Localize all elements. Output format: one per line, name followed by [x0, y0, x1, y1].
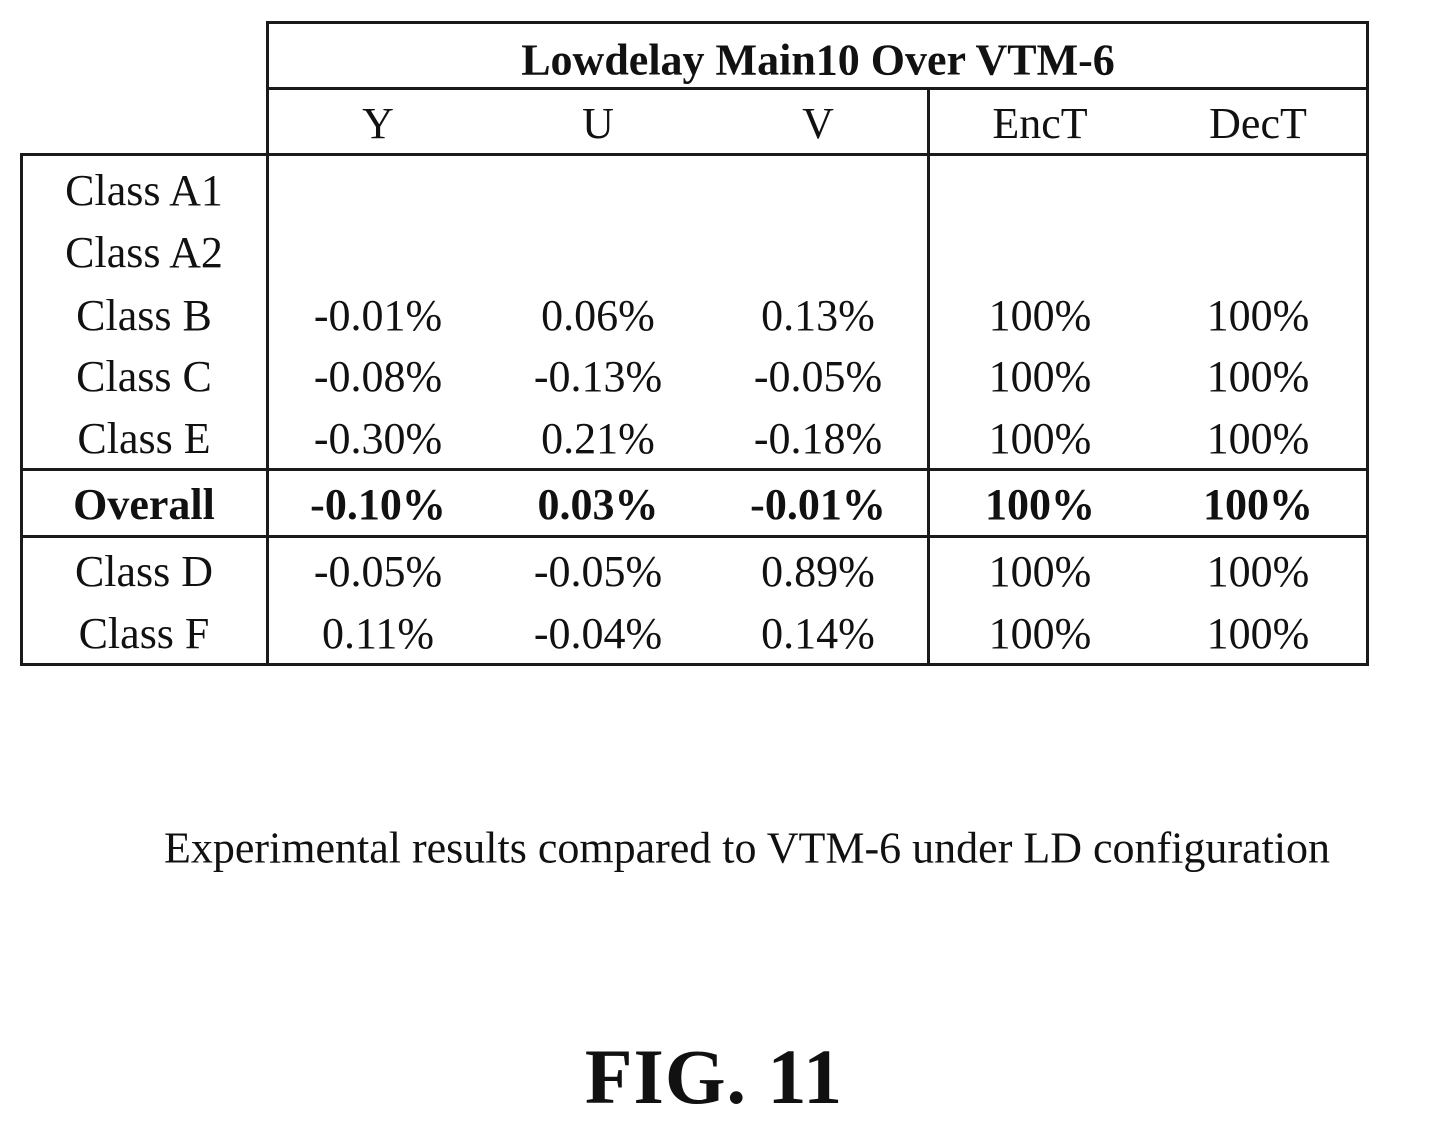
- class-e-y: -0.30%: [313, 414, 443, 463]
- overall-v: -0.01%: [750, 480, 886, 529]
- overall-y: -0.10%: [310, 480, 446, 529]
- group-header-divider: [266, 87, 1369, 90]
- table-caption: Experimental results compared to VTM-6 u…: [163, 823, 1331, 873]
- column-header-u: U: [582, 99, 614, 148]
- overall-u: 0.03%: [537, 480, 659, 529]
- row-label-class-a1: Class A1: [65, 166, 223, 215]
- row-label-class-d: Class D: [74, 547, 214, 596]
- class-c-v: -0.05%: [753, 352, 883, 401]
- class-c-y: -0.08%: [313, 352, 443, 401]
- overall-divider-top: [20, 468, 1369, 471]
- class-d-enct: 100%: [988, 547, 1092, 596]
- column-header-enct: EncT: [992, 99, 1088, 148]
- table-border-left: [20, 153, 23, 666]
- row-label-class-b: Class B: [76, 291, 212, 340]
- class-e-v: -0.18%: [753, 414, 883, 463]
- class-c-enct: 100%: [988, 352, 1092, 401]
- overall-dect: 100%: [1203, 480, 1313, 529]
- class-d-v: 0.89%: [761, 547, 875, 596]
- column-header-divider: [20, 153, 1369, 156]
- class-e-enct: 100%: [988, 414, 1092, 463]
- row-label-class-e: Class E: [77, 414, 211, 463]
- table-border-right: [1366, 21, 1369, 666]
- results-table: Lowdelay Main10 Over VTM-6 Y U V EncT De…: [20, 21, 1369, 666]
- class-f-v: 0.14%: [761, 609, 875, 658]
- class-c-u: -0.13%: [533, 352, 663, 401]
- class-f-u: -0.04%: [533, 609, 663, 658]
- column-header-y: Y: [362, 99, 394, 148]
- class-f-y: 0.11%: [321, 609, 435, 658]
- class-b-dect: 100%: [1206, 291, 1310, 340]
- figure-label: FIG. 11: [584, 1033, 844, 1120]
- row-label-class-c: Class C: [76, 352, 212, 401]
- overall-enct: 100%: [985, 480, 1095, 529]
- row-label-class-a2: Class A2: [65, 228, 223, 277]
- class-d-dect: 100%: [1206, 547, 1310, 596]
- class-b-v: 0.13%: [761, 291, 875, 340]
- overall-divider-bottom: [20, 535, 1369, 538]
- class-b-enct: 100%: [988, 291, 1092, 340]
- class-f-dect: 100%: [1206, 609, 1310, 658]
- column-header-dect: DecT: [1209, 99, 1307, 148]
- class-d-u: -0.05%: [533, 547, 663, 596]
- class-e-u: 0.21%: [541, 414, 655, 463]
- table-border-header-left: [266, 21, 269, 666]
- class-e-dect: 100%: [1206, 414, 1310, 463]
- row-label-class-f: Class F: [78, 609, 210, 658]
- class-d-y: -0.05%: [313, 547, 443, 596]
- group-header: Lowdelay Main10 Over VTM-6: [521, 35, 1115, 85]
- table-border-top: [266, 21, 1369, 24]
- class-b-u: 0.06%: [541, 291, 655, 340]
- class-b-y: -0.01%: [313, 291, 443, 340]
- column-header-v: V: [802, 99, 834, 148]
- class-c-dect: 100%: [1206, 352, 1310, 401]
- metric-time-divider: [927, 87, 930, 666]
- row-label-overall: Overall: [73, 480, 215, 529]
- table-border-bottom: [20, 663, 1369, 666]
- class-f-enct: 100%: [988, 609, 1092, 658]
